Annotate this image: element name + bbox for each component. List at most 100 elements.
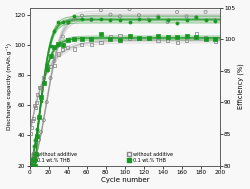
Point <box>90 43 94 46</box>
Point <box>66 21 70 24</box>
Point <box>137 14 141 17</box>
Point <box>108 35 112 38</box>
Point <box>166 35 170 38</box>
Point <box>42 119 46 122</box>
Point <box>213 19 217 22</box>
Point <box>56 44 60 47</box>
Point <box>90 19 94 22</box>
Point <box>137 36 141 39</box>
Point <box>146 18 150 21</box>
Point <box>90 38 94 41</box>
Point <box>146 36 150 40</box>
Point <box>32 117 36 120</box>
Point <box>30 169 34 172</box>
Point <box>166 20 170 23</box>
Point <box>32 154 36 157</box>
Point <box>45 68 49 71</box>
Point <box>61 35 65 38</box>
Point <box>34 101 38 104</box>
Point <box>204 38 208 41</box>
Point <box>28 132 32 135</box>
Point <box>32 185 36 188</box>
Point <box>37 116 41 119</box>
Point <box>118 34 122 37</box>
Point <box>128 35 132 38</box>
Point <box>156 35 160 38</box>
Point <box>166 39 170 42</box>
Point <box>45 63 49 66</box>
Point <box>61 43 65 46</box>
Point <box>99 9 103 12</box>
Point <box>48 45 52 48</box>
Point <box>30 164 34 167</box>
Point <box>37 86 41 89</box>
Point <box>194 15 198 18</box>
Point <box>204 19 208 22</box>
Point <box>137 37 141 40</box>
Point <box>33 156 37 160</box>
Point <box>90 18 94 21</box>
Point <box>37 116 41 119</box>
Point <box>33 164 37 167</box>
Point <box>42 76 46 79</box>
Y-axis label: Discharge capacity (mAh.g⁻¹): Discharge capacity (mAh.g⁻¹) <box>6 43 12 130</box>
Point <box>72 17 76 20</box>
Point <box>66 46 70 49</box>
Point <box>108 37 112 40</box>
Point <box>52 64 56 67</box>
Y-axis label: Efficiency (%): Efficiency (%) <box>238 64 244 109</box>
X-axis label: Cycle number: Cycle number <box>100 177 149 184</box>
Point <box>61 20 65 23</box>
Point <box>118 38 122 41</box>
Point <box>166 19 170 22</box>
Point <box>42 81 46 84</box>
Point <box>33 106 37 109</box>
Point <box>184 18 188 21</box>
Point <box>137 17 141 20</box>
Point <box>66 20 70 23</box>
Point <box>146 18 150 21</box>
Point <box>80 18 84 21</box>
Point <box>39 100 43 103</box>
Point <box>28 163 32 166</box>
Point <box>184 39 188 42</box>
Point <box>42 80 46 83</box>
Legend: without additive, 0.1 wt.% THB: without additive, 0.1 wt.% THB <box>127 152 172 163</box>
Point <box>32 104 36 107</box>
Point <box>35 155 39 158</box>
Point <box>118 19 122 22</box>
Point <box>32 144 36 147</box>
Point <box>48 65 52 68</box>
Point <box>39 95 43 98</box>
Point <box>204 36 208 39</box>
Point <box>175 10 179 13</box>
Point <box>72 47 76 50</box>
Point <box>204 10 208 13</box>
Point <box>61 48 65 51</box>
Point <box>128 37 132 40</box>
Point <box>72 37 76 40</box>
Point <box>175 41 179 44</box>
Point <box>184 34 188 37</box>
Point <box>156 15 160 18</box>
Point <box>56 20 60 23</box>
Point <box>56 53 60 56</box>
Point <box>37 138 41 141</box>
Point <box>194 36 198 39</box>
Point <box>99 18 103 21</box>
Point <box>52 46 56 49</box>
Point <box>175 22 179 25</box>
Point <box>118 15 122 18</box>
Point <box>156 16 160 19</box>
Point <box>34 153 38 156</box>
Point <box>34 152 38 155</box>
Point <box>184 15 188 18</box>
Point <box>213 20 217 23</box>
Point <box>32 162 36 165</box>
Point <box>72 15 76 18</box>
Point <box>194 32 198 35</box>
Point <box>48 55 52 58</box>
Point <box>35 128 39 131</box>
Point <box>128 7 132 10</box>
Point <box>194 16 198 19</box>
